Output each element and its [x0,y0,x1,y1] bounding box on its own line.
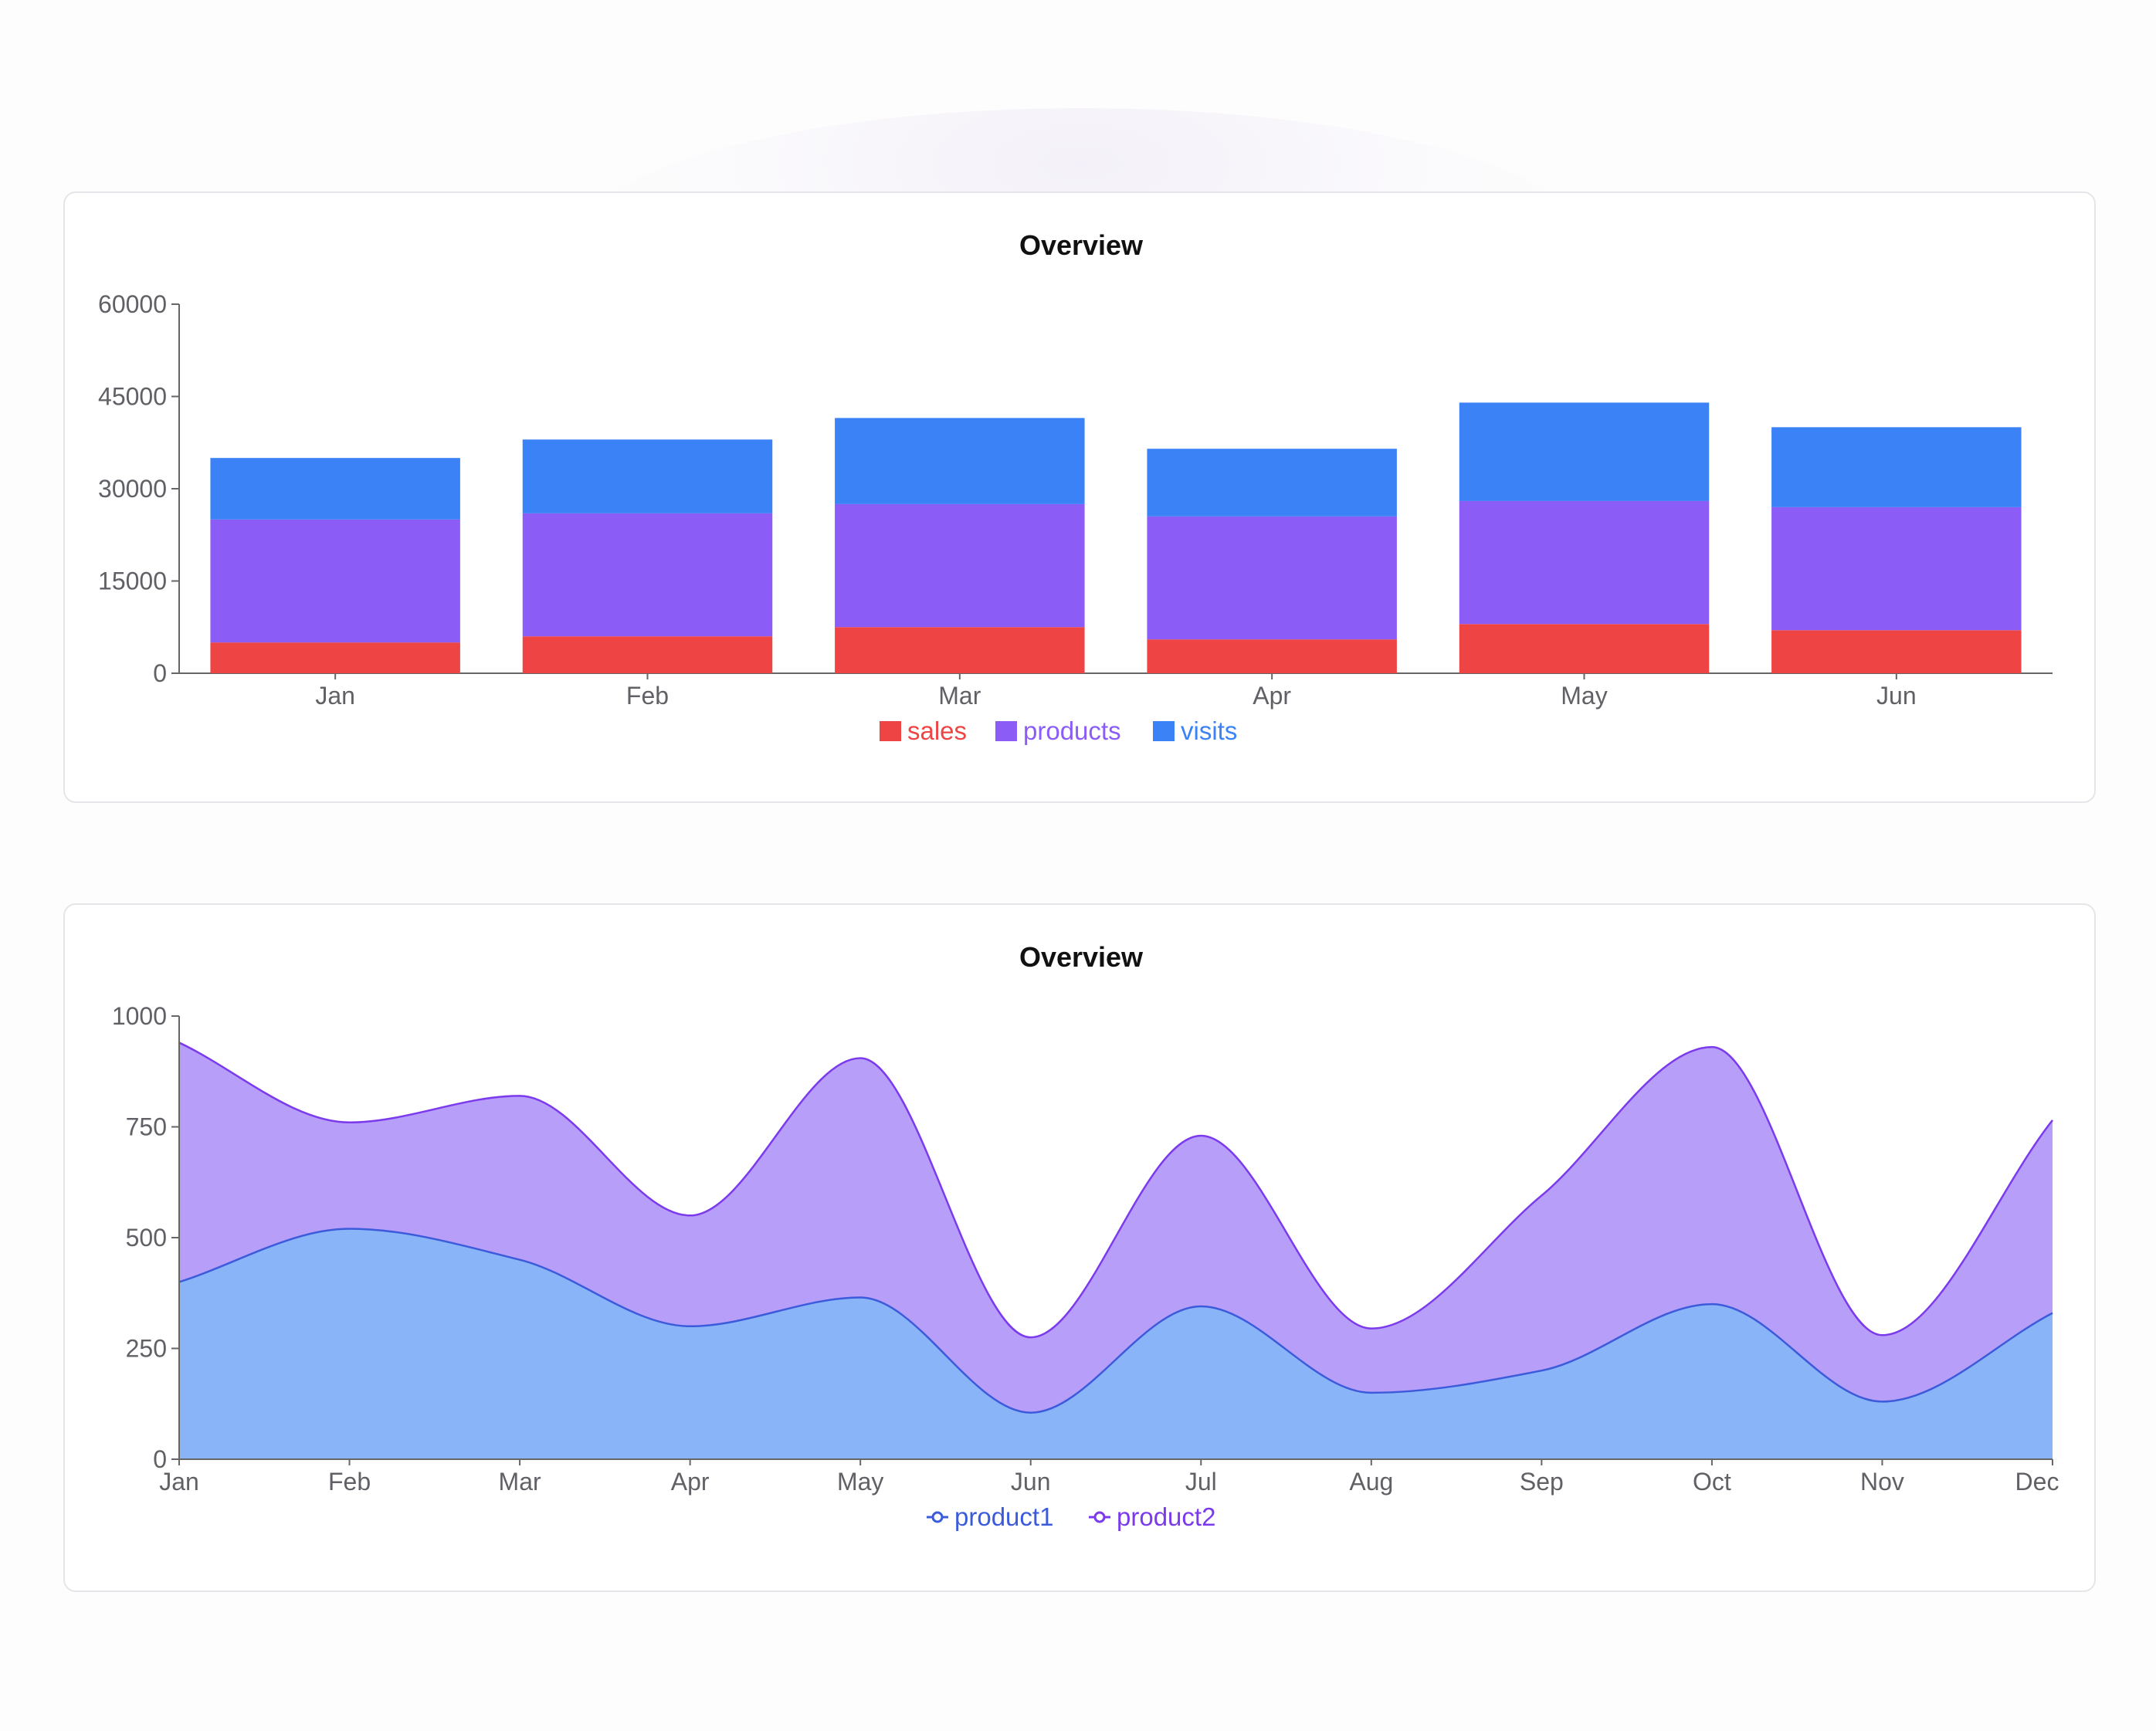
x-tick-label: May [837,1468,883,1496]
bar-sales-apr[interactable] [1147,639,1397,673]
x-tick-label: Mar [938,682,981,710]
legend-swatch-visits [1153,721,1175,741]
bar-products-mar[interactable] [835,503,1085,628]
stacked-area-chart: Overview 0 250 500 750 1000 Jan Feb Mar Apr May Jun… [112,941,2059,1531]
x-tick-label: Nov [1860,1468,1904,1496]
legend-swatch-sales [880,721,901,741]
bar-products-apr[interactable] [1147,516,1397,640]
bar-visits-feb[interactable] [522,439,773,513]
bar-visits-jan[interactable] [210,458,460,520]
y-tick-label: 60000 [98,290,167,318]
legend-marker-product2 [1093,1511,1106,1523]
x-tick-label: Feb [328,1468,371,1496]
legend-label-sales[interactable]: sales [907,716,967,745]
bar-visits-jun[interactable] [1771,427,2022,507]
legend-swatch-products [995,721,1017,741]
area-chart-card: Overview 0 250 500 750 1000 Jan Feb Mar Apr May Jun… [63,903,2096,1592]
bar-products-may[interactable] [1459,500,1710,625]
bar-sales-feb[interactable] [522,636,773,673]
bar-sales-mar[interactable] [835,627,1085,673]
x-tick-label: Apr [1253,682,1291,710]
x-tick-label: Jul [1185,1468,1217,1496]
x-tick-label: Jun [1011,1468,1051,1496]
area-product2[interactable] [179,1042,2053,1413]
legend: product1 product2 [927,1502,1215,1531]
bar-products-jan[interactable] [210,519,460,643]
x-tick-label: Jan [159,1468,199,1496]
y-tick-label: 750 [126,1113,167,1141]
bar-sales-may[interactable] [1459,624,1710,673]
x-tick-label: Aug [1349,1468,1393,1496]
legend: sales products visits [880,716,1237,745]
y-tick-label: 250 [126,1335,167,1363]
legend-label-product2[interactable]: product2 [1117,1502,1215,1531]
bar-visits-apr[interactable] [1147,449,1397,517]
legend-marker-product1 [931,1511,944,1523]
x-tick-label: Oct [1693,1468,1731,1496]
y-tick-label: 45000 [98,383,167,411]
stacked-bar-chart: Overview 0 15000 30000 45000 60000 Jan Feb Mar Ap… [98,229,2053,745]
y-tick-label: 15000 [98,567,167,595]
bar-visits-mar[interactable] [835,418,1085,504]
y-tick-label: 0 [153,659,167,687]
bar-chart-card: Overview 0 15000 30000 45000 60000 Jan Feb Mar Ap… [63,191,2096,803]
chart-title: Overview [1019,941,1144,973]
line-product1 [178,1228,2053,1414]
bar-visits-may[interactable] [1459,402,1710,501]
x-tick-label: Sep [1520,1468,1564,1496]
bar-products-feb[interactable] [522,513,773,637]
y-tick-label: 500 [126,1224,167,1252]
line-product2 [178,1042,2053,1339]
legend-label-product1[interactable]: product1 [954,1502,1053,1531]
x-tick-label: May [1561,682,1607,710]
bar-sales-jan[interactable] [210,642,460,673]
x-tick-label: Feb [626,682,669,710]
area-product1[interactable] [179,1228,2053,1459]
chart-title: Overview [1019,229,1144,261]
y-tick-label: 1000 [112,1002,167,1030]
y-tick-label: 0 [153,1445,167,1473]
x-tick-label: Apr [671,1468,710,1496]
x-tick-label: Jun [1876,682,1917,710]
bar-sales-jun[interactable] [1771,630,2022,673]
bar-products-jun[interactable] [1771,506,2022,631]
legend-label-visits[interactable]: visits [1181,716,1237,745]
x-tick-label: Dec [2015,1468,2059,1496]
legend-label-products[interactable]: products [1023,716,1121,745]
x-tick-label: Mar [499,1468,541,1496]
y-tick-label: 30000 [98,475,167,503]
x-tick-label: Jan [315,682,355,710]
